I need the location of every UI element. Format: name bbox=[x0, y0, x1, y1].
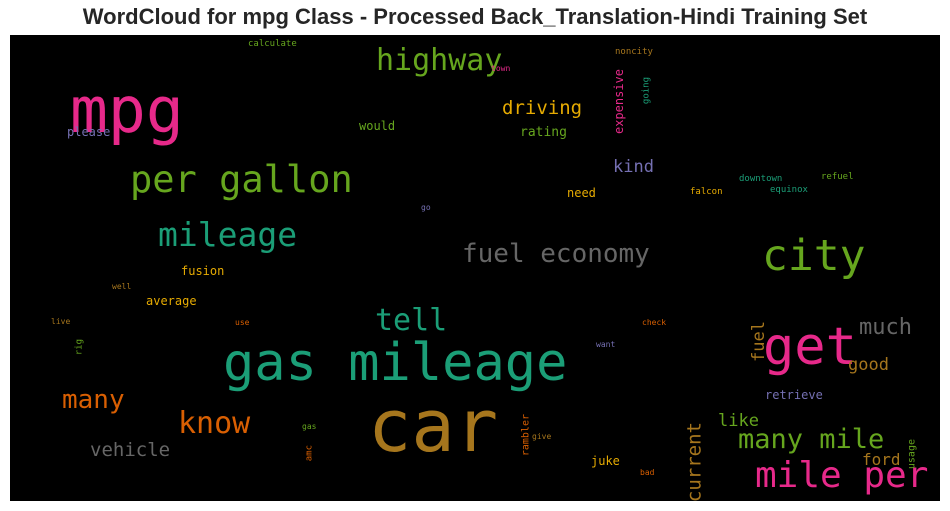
word-well: well bbox=[112, 282, 131, 291]
word-fuel: fuel bbox=[749, 321, 769, 362]
word-live: live bbox=[51, 317, 70, 326]
word-many-mile: many mile bbox=[738, 424, 884, 455]
word-like: like bbox=[718, 411, 759, 431]
word-city: city bbox=[762, 231, 866, 281]
word-would: would bbox=[359, 119, 395, 133]
word-fusion: fusion bbox=[181, 264, 224, 278]
word-highway: highway bbox=[376, 43, 502, 78]
word-fuel-economy: fuel economy bbox=[462, 239, 650, 269]
wordcloud-canvas: car mpg gas mileage get city per gallon mile p… bbox=[10, 35, 940, 501]
word-want: want bbox=[596, 340, 615, 349]
word-mile-per: mile per bbox=[755, 455, 928, 496]
word-get: get bbox=[763, 317, 857, 377]
word-bad: bad bbox=[640, 468, 655, 477]
word-gas-mileage: gas mileage bbox=[223, 333, 567, 393]
word-tell: tell bbox=[375, 303, 447, 338]
word-good: good bbox=[848, 355, 889, 375]
word-vehicle: vehicle bbox=[90, 439, 170, 461]
word-calculate: calculate bbox=[248, 39, 297, 49]
word-driving: driving bbox=[502, 97, 582, 119]
word-kind: kind bbox=[613, 157, 654, 177]
word-going: going bbox=[642, 77, 652, 104]
word-car: car bbox=[368, 384, 498, 468]
word-current: current bbox=[684, 422, 706, 501]
word-know: know bbox=[178, 406, 251, 441]
word-give: give bbox=[532, 432, 551, 441]
word-check: check bbox=[642, 318, 666, 327]
word-rig: rig bbox=[75, 339, 85, 355]
word-use: use bbox=[235, 318, 250, 327]
wordcloud-svg: car mpg gas mileage get city per gallon mile p… bbox=[51, 39, 928, 501]
word-mileage: mileage bbox=[158, 215, 297, 254]
word-mpg: mpg bbox=[70, 74, 184, 147]
word-refuel: refuel bbox=[821, 172, 854, 182]
word-retrieve: retrieve bbox=[765, 388, 823, 402]
word-expensive: expensive bbox=[612, 69, 626, 134]
word-average: average bbox=[146, 294, 197, 308]
word-many: many bbox=[62, 385, 125, 415]
word-need: need bbox=[567, 186, 596, 200]
word-juke: juke bbox=[591, 454, 620, 468]
word-please: please bbox=[67, 125, 110, 139]
word-amc: amc bbox=[305, 445, 315, 461]
word-usage: usage bbox=[906, 439, 917, 469]
word-go: go bbox=[421, 203, 431, 212]
word-noncity: noncity bbox=[615, 47, 654, 57]
word-rating: rating bbox=[520, 125, 567, 140]
word-gas: gas bbox=[302, 422, 317, 431]
word-rambler: rambler bbox=[520, 414, 531, 456]
word-equinox: equinox bbox=[770, 185, 809, 195]
word-per-gallon: per gallon bbox=[130, 158, 353, 201]
word-town: town bbox=[491, 64, 510, 73]
chart-title: WordCloud for mpg Class - Processed Back… bbox=[82, 4, 868, 29]
word-falcon: falcon bbox=[690, 187, 723, 197]
word-much: much bbox=[859, 315, 912, 340]
word-ford: ford bbox=[862, 450, 901, 469]
word-downtown: downtown bbox=[739, 174, 782, 184]
